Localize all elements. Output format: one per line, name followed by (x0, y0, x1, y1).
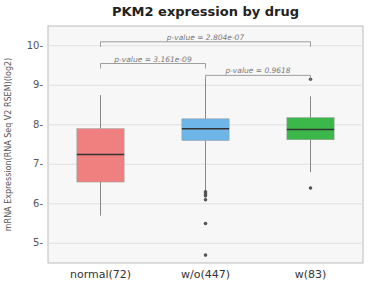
median-line (182, 128, 229, 130)
box (287, 118, 334, 140)
pvalue-label: p-value = 2.804e-07 (166, 33, 245, 42)
flier (204, 222, 208, 226)
y-tick-label: 10- (27, 40, 44, 51)
y-axis-label: mRNA Expression(RNA Seq V2 RSEM)(log2) (4, 58, 13, 231)
flier (204, 253, 208, 257)
whisker-high (100, 95, 101, 129)
flier (204, 190, 208, 194)
whisker-high (205, 79, 206, 119)
x-tick-label: normal(72) (70, 268, 131, 281)
grid-line (48, 45, 363, 46)
box (182, 119, 229, 141)
chart: 5- 6- 7- 8- 9- 10- normal(72) w/o(447) w(83) p-va… (0, 0, 373, 285)
title: PKM2 expression by drug (112, 4, 299, 19)
pvalue-bracket (101, 42, 311, 47)
whisker-low (310, 140, 311, 172)
whisker-low (205, 141, 206, 192)
x-tick-label: w(83) (295, 268, 327, 281)
flier (309, 186, 313, 190)
whisker-high (310, 96, 311, 117)
whisker-low (100, 182, 101, 216)
median-line (77, 154, 124, 156)
pvalue-bracket (206, 75, 311, 80)
grid-line (48, 203, 363, 204)
box (77, 129, 124, 182)
y-tick-label: 9- (33, 79, 43, 90)
pvalue-label: p-value = 3.161e-09 (113, 55, 192, 64)
plot-area (77, 42, 334, 257)
flier (204, 198, 208, 202)
median-line (287, 129, 334, 131)
y-tick-label: 8- (33, 119, 43, 130)
y-tick-label: 7- (33, 158, 43, 169)
y-tick-label: 5- (33, 237, 43, 248)
pvalue-bracket (101, 64, 206, 69)
y-tick-label: 6- (33, 198, 43, 209)
plot-frame (48, 26, 363, 263)
grid-line (48, 243, 363, 244)
x-tick-label: w/o(447) (181, 268, 230, 281)
pvalue-label: p-value = 0.9618 (224, 66, 290, 75)
